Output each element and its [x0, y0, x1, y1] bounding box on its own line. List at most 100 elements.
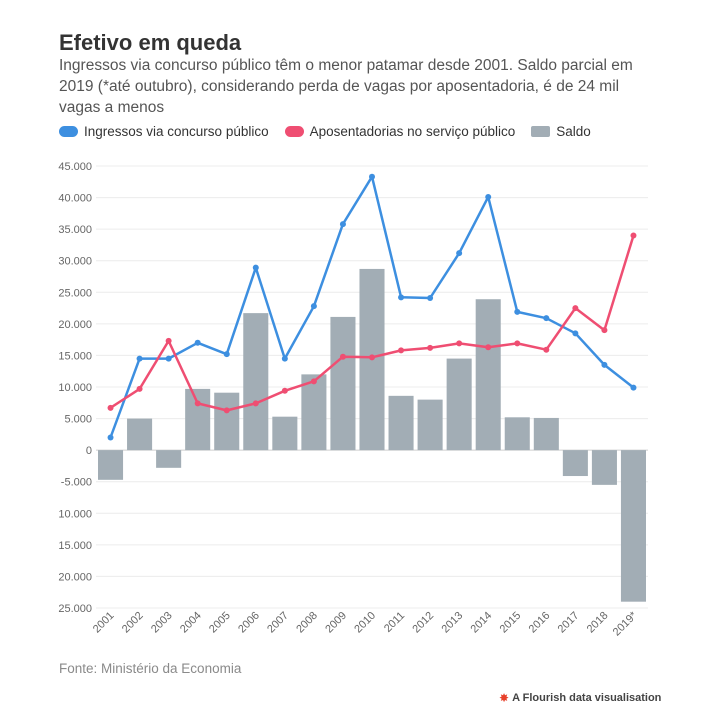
point-aposentadorias	[485, 344, 492, 351]
point-ingressos	[281, 355, 288, 362]
legend-label-saldo: Saldo	[556, 124, 591, 139]
y-tick-label: 30.000	[58, 256, 92, 268]
bar-saldo	[272, 416, 298, 451]
legend-label-aposentadorias: Aposentadorias no serviço público	[309, 124, 516, 139]
point-ingressos	[601, 361, 608, 368]
point-ingressos	[136, 355, 143, 362]
bar-saldo	[98, 450, 124, 480]
legend-item-ingressos[interactable]: Ingressos via concurso público	[59, 124, 269, 139]
y-tick-label: 20.000	[58, 571, 92, 583]
bar-saldo	[591, 450, 617, 485]
x-tick-label: 2012	[410, 610, 436, 636]
bar-saldo	[475, 299, 501, 451]
point-aposentadorias	[456, 340, 463, 347]
flourish-credit-label: A Flourish data visualisation	[512, 692, 662, 704]
point-aposentadorias	[310, 378, 317, 385]
y-tick-label: 15.000	[58, 540, 92, 552]
point-ingressos	[369, 173, 375, 180]
point-aposentadorias	[601, 327, 608, 334]
point-aposentadorias	[427, 344, 434, 351]
x-tick-label: 2003	[149, 610, 175, 636]
source-note: Fonte: Ministério da Economia	[59, 661, 242, 676]
point-aposentadorias	[398, 347, 405, 354]
point-ingressos	[398, 294, 405, 301]
point-aposentadorias	[572, 305, 579, 312]
x-tick-label: 2016	[527, 610, 553, 636]
point-ingressos	[310, 303, 317, 310]
y-tick-label: 0	[86, 445, 92, 457]
y-tick-label: 40.000	[58, 193, 92, 205]
point-ingressos	[194, 339, 201, 346]
bar-saldo	[388, 395, 414, 451]
point-ingressos	[427, 294, 434, 301]
y-tick-label: 5.000	[64, 414, 92, 426]
x-tick-label: 2004	[178, 610, 204, 636]
x-tick-label: 2001	[91, 610, 117, 636]
legend-swatch-ingressos	[59, 126, 78, 137]
point-aposentadorias	[252, 400, 259, 407]
y-tick-label: 45.000	[58, 161, 92, 173]
x-tick-label: 2018	[585, 610, 611, 636]
point-ingressos	[339, 221, 346, 228]
bar-saldo	[330, 316, 356, 451]
point-aposentadorias	[223, 407, 230, 414]
y-tick-label: 20.000	[58, 319, 92, 331]
point-aposentadorias	[369, 354, 375, 361]
point-aposentadorias	[514, 340, 521, 347]
x-tick-label: 2010	[352, 610, 378, 636]
point-ingressos	[165, 355, 172, 362]
bar-saldo	[243, 313, 269, 451]
point-aposentadorias	[339, 353, 346, 360]
bar-saldo	[156, 450, 182, 468]
y-tick-label: 35.000	[58, 224, 92, 236]
point-ingressos	[572, 330, 579, 337]
x-tick-label: 2007	[265, 610, 291, 636]
point-ingressos	[514, 308, 521, 315]
point-ingressos	[630, 384, 637, 391]
point-ingressos	[252, 264, 259, 271]
chart-subtitle: Ingressos via concurso público têm o men…	[59, 57, 633, 116]
flourish-credit[interactable]: ✸ A Flourish data visualisation	[499, 691, 661, 705]
x-tick-label: 2015	[498, 610, 524, 636]
bar-saldo	[562, 450, 588, 477]
x-tick-label: 2019*	[611, 609, 640, 638]
y-tick-label: 25.000	[58, 287, 92, 299]
x-tick-label: 2014	[469, 610, 495, 636]
x-tick-label: 2008	[294, 610, 320, 636]
x-tick-label: 2009	[323, 610, 349, 636]
point-ingressos	[485, 193, 492, 200]
chart-title: Efetivo em queda	[59, 30, 242, 55]
y-tick-label: 25.000	[58, 603, 92, 615]
legend-label-ingressos: Ingressos via concurso público	[84, 124, 269, 139]
bar-saldo	[620, 450, 646, 602]
x-tick-label: 2017	[556, 610, 582, 636]
flourish-logo-icon: ✸	[499, 691, 510, 705]
legend-swatch-saldo	[531, 126, 551, 137]
bar-saldo	[185, 388, 211, 451]
bar-saldo	[504, 417, 530, 451]
point-aposentadorias	[194, 400, 201, 407]
point-ingressos	[456, 250, 463, 257]
point-aposentadorias	[630, 232, 637, 239]
legend: Ingressos via concurso público Aposentad…	[59, 124, 607, 139]
x-tick-label: 2002	[120, 610, 146, 636]
legend-item-saldo[interactable]: Saldo	[531, 124, 591, 139]
bar-saldo	[533, 417, 559, 451]
x-tick-label: 2005	[207, 610, 233, 636]
legend-item-aposentadorias[interactable]: Aposentadorias no serviço público	[284, 124, 516, 139]
point-aposentadorias	[281, 387, 288, 394]
point-ingressos	[223, 351, 230, 358]
x-tick-label: 2011	[382, 610, 407, 635]
y-tick-label: 10.000	[58, 382, 92, 394]
x-tick-label: 2006	[236, 610, 262, 636]
x-tick-label: 2013	[439, 610, 465, 636]
bar-saldo	[214, 392, 240, 451]
legend-swatch-aposentadorias	[284, 126, 304, 137]
y-tick-label: 15.000	[58, 350, 92, 362]
point-aposentadorias	[136, 385, 143, 392]
bar-saldo	[417, 399, 443, 451]
bar-saldo	[301, 374, 327, 451]
point-aposentadorias	[165, 337, 172, 344]
y-tick-label: 10.000	[58, 508, 92, 520]
